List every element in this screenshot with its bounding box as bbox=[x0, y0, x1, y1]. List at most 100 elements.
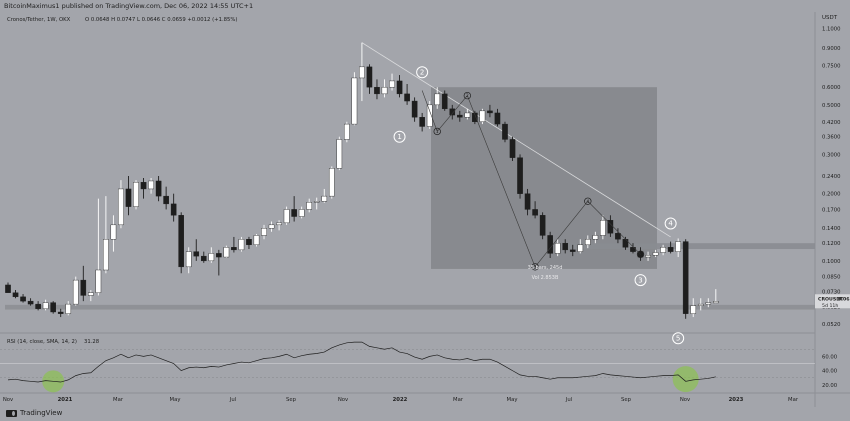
candle-body bbox=[253, 235, 260, 246]
candle-body bbox=[705, 302, 712, 305]
resistance-band bbox=[567, 243, 815, 250]
candle-body bbox=[396, 80, 403, 95]
candle-body bbox=[359, 66, 365, 79]
wave-minor-label: 1 bbox=[436, 129, 439, 135]
candle-body bbox=[216, 253, 222, 258]
symbol-legend: Cronos/Tether, 1W, OKX bbox=[7, 17, 71, 23]
price-tick-label: 0.1200 bbox=[822, 241, 841, 247]
tradingview-logo[interactable]: TradingView bbox=[6, 407, 62, 419]
candle-body bbox=[502, 123, 508, 140]
rsi-legend: RSI (14, close, SMA, 14, 2) bbox=[7, 339, 77, 345]
candle-body bbox=[351, 77, 358, 125]
price-tick-label: 0.3600 bbox=[822, 135, 841, 141]
candle-body bbox=[494, 112, 501, 125]
candle-body bbox=[208, 253, 215, 262]
candle-body bbox=[554, 242, 561, 254]
wave-minor-marker bbox=[531, 263, 539, 271]
candle-body bbox=[65, 303, 72, 314]
wave-major-marker bbox=[664, 217, 677, 230]
price-tick-label: 0.9000 bbox=[822, 46, 841, 52]
wave-major-label: 1 bbox=[397, 133, 401, 141]
price-axis-panel bbox=[815, 12, 850, 407]
candle-body bbox=[517, 157, 523, 194]
candle-body bbox=[404, 93, 410, 102]
candle-body bbox=[231, 247, 237, 251]
candle-body bbox=[57, 311, 64, 314]
wave-minor-marker bbox=[463, 91, 471, 100]
candle-body bbox=[313, 201, 320, 203]
candle-body bbox=[637, 251, 644, 258]
price-tick-label: 0.0730 bbox=[822, 289, 841, 295]
price-tick-label: 0.4200 bbox=[822, 120, 841, 126]
candle-body bbox=[697, 303, 704, 306]
wave-major-marker bbox=[672, 332, 685, 345]
wave-segment bbox=[534, 201, 589, 268]
price-tick-label: 0.1400 bbox=[822, 226, 841, 232]
price-tick-label: 0.1700 bbox=[822, 207, 841, 213]
candle-body bbox=[336, 139, 343, 169]
candle-body bbox=[441, 93, 448, 110]
candle-body bbox=[35, 303, 41, 309]
candle-body bbox=[411, 100, 418, 118]
candle-body bbox=[577, 244, 584, 252]
candle-body bbox=[200, 255, 207, 262]
candle-body bbox=[133, 182, 139, 207]
time-tick-label: Mar bbox=[453, 397, 464, 403]
candle-body bbox=[72, 279, 79, 305]
measure-vol-text: Vol 2.853B bbox=[532, 275, 559, 281]
wave-major-marker bbox=[393, 130, 406, 143]
rsi-highlight-right bbox=[672, 366, 699, 393]
wave-segment bbox=[421, 90, 438, 132]
candle-body bbox=[539, 215, 546, 236]
candle-body bbox=[185, 251, 192, 268]
time-tick-label: Jul bbox=[229, 397, 236, 403]
candle-body bbox=[562, 242, 569, 251]
price-tick-label: 0.2000 bbox=[822, 192, 841, 198]
candle-body bbox=[374, 86, 380, 95]
candle-body bbox=[103, 239, 109, 271]
time-tick-label: Sep bbox=[621, 397, 632, 403]
candle-body bbox=[464, 112, 471, 118]
tradingview-brand: TradingView bbox=[20, 409, 63, 417]
rsi-value: 31.28 bbox=[84, 339, 100, 345]
candle-body bbox=[27, 300, 34, 305]
trend-line bbox=[361, 42, 671, 238]
candle-body bbox=[80, 279, 87, 296]
candle-body bbox=[110, 224, 117, 240]
wave-segment bbox=[587, 201, 641, 255]
candle-body bbox=[690, 305, 697, 314]
candle-body bbox=[645, 255, 651, 258]
time-tick-label: Nov bbox=[3, 397, 13, 403]
candle-body bbox=[434, 93, 441, 106]
last-price-countdown: 5d 11h bbox=[822, 303, 838, 309]
candle-body bbox=[592, 235, 599, 240]
candle-body bbox=[630, 247, 636, 252]
rsi-tick-label: 40.00 bbox=[822, 369, 838, 375]
time-tick-label: 2021 bbox=[58, 397, 73, 403]
price-tick-label: 0.3000 bbox=[822, 152, 841, 158]
candle-body bbox=[419, 117, 425, 127]
candle-body bbox=[660, 247, 666, 253]
support-band bbox=[5, 304, 815, 310]
price-tick-label: 0.6000 bbox=[822, 85, 841, 91]
candle-body bbox=[193, 251, 200, 257]
time-tick-label: 2022 bbox=[393, 397, 408, 403]
candle-body bbox=[344, 123, 350, 140]
wave-major-label: 4 bbox=[668, 220, 673, 228]
candle-body bbox=[306, 202, 313, 210]
candle-body bbox=[20, 296, 26, 302]
candle-body bbox=[622, 239, 629, 248]
rsi-tick-label: 60.00 bbox=[822, 354, 838, 360]
candle-body bbox=[261, 228, 267, 236]
candle-body bbox=[381, 86, 388, 95]
candle-body bbox=[125, 188, 132, 207]
time-tick-label: May bbox=[170, 397, 181, 403]
candle-body bbox=[268, 224, 275, 229]
candle-body bbox=[178, 215, 184, 268]
rsi-line bbox=[7, 341, 716, 383]
candle-body bbox=[42, 302, 49, 309]
candle-body bbox=[457, 114, 463, 118]
candle-body bbox=[88, 292, 94, 296]
candle-body bbox=[389, 80, 395, 88]
